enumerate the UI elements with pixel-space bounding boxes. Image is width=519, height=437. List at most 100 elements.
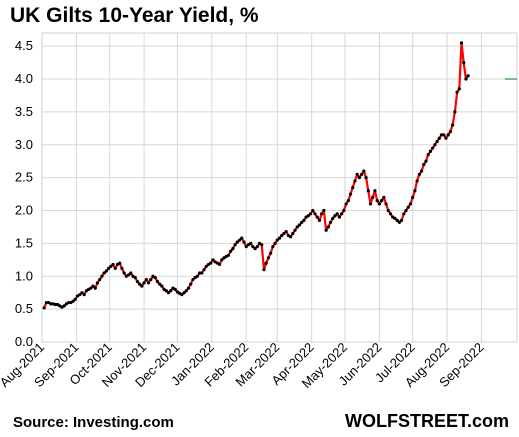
data-point	[189, 282, 193, 286]
data-point	[109, 264, 113, 268]
data-point	[424, 159, 428, 163]
data-point	[229, 249, 233, 253]
data-point	[251, 245, 255, 249]
data-point	[291, 231, 295, 236]
data-point	[155, 279, 160, 284]
data-point	[133, 275, 137, 280]
data-point	[435, 139, 439, 144]
data-point	[426, 153, 430, 157]
data-point	[91, 284, 95, 288]
data-point	[149, 277, 153, 282]
y-tick-label: 2.0	[15, 203, 33, 218]
data-point	[235, 240, 239, 244]
data-point	[100, 274, 104, 278]
data-point	[42, 306, 46, 310]
data-point	[102, 271, 106, 275]
data-point	[446, 133, 450, 137]
data-point	[249, 241, 253, 245]
data-point	[78, 293, 82, 297]
data-point	[331, 216, 335, 220]
data-point	[342, 208, 346, 213]
data-point	[49, 302, 53, 306]
data-point	[129, 271, 133, 275]
data-point	[415, 179, 419, 183]
data-point	[348, 192, 353, 196]
data-point	[448, 130, 453, 134]
y-tick-label: 0.0	[15, 334, 33, 349]
data-point	[80, 291, 84, 295]
data-point	[388, 212, 393, 216]
data-point	[104, 269, 108, 273]
data-point	[113, 266, 117, 270]
data-point	[413, 189, 417, 193]
data-point	[282, 231, 286, 236]
y-tick-label: 3.5	[15, 104, 33, 119]
data-point	[295, 225, 299, 229]
data-point	[402, 212, 406, 216]
data-point	[204, 264, 208, 268]
data-point	[399, 218, 404, 222]
data-point	[240, 236, 244, 240]
data-point	[308, 212, 313, 216]
data-point	[135, 279, 140, 284]
data-point	[375, 199, 379, 203]
data-point	[173, 287, 177, 292]
data-point	[242, 240, 246, 244]
data-point	[169, 289, 173, 293]
data-point	[297, 223, 302, 227]
data-point	[344, 202, 348, 206]
y-tick-label: 4.5	[15, 38, 33, 53]
data-point	[126, 273, 131, 277]
data-point	[333, 214, 337, 218]
data-point	[93, 286, 97, 290]
data-point	[266, 256, 271, 260]
data-point	[164, 289, 168, 293]
data-point	[244, 245, 248, 249]
data-point	[202, 268, 206, 272]
data-point	[302, 218, 306, 222]
y-tick-label: 1.5	[15, 235, 33, 250]
data-point	[466, 74, 470, 78]
data-point	[411, 195, 415, 199]
data-point	[182, 291, 186, 295]
data-point	[419, 169, 424, 173]
chart-title: UK Gilts 10-Year Yield, %	[10, 4, 259, 27]
data-point	[160, 284, 164, 288]
data-point	[362, 169, 366, 173]
data-point	[428, 149, 433, 153]
plot-frame	[41, 32, 518, 343]
data-point	[138, 282, 142, 286]
y-tick-label: 3.0	[15, 137, 33, 152]
data-point	[98, 277, 102, 282]
data-point	[417, 172, 421, 176]
data-point	[211, 258, 215, 262]
data-point	[404, 208, 408, 213]
data-point	[153, 275, 157, 280]
data-point	[106, 266, 111, 270]
data-point	[386, 208, 390, 213]
y-axis: 0.0 0.5 1.0 1.5 2.0 2.5 3.0 3.5 4.0 4.5	[15, 38, 33, 349]
data-point	[437, 136, 441, 140]
x-axis: Aug-2021Sep-2021Oct-2021Nov-2021Dec-2021…	[0, 340, 487, 391]
data-point	[82, 293, 86, 297]
data-point	[67, 300, 71, 305]
data-point	[444, 136, 448, 140]
data-point	[158, 282, 162, 286]
data-point	[275, 238, 279, 242]
data-point	[364, 176, 368, 180]
y-tick-label: 1.0	[15, 268, 33, 283]
data-point	[453, 110, 457, 114]
data-point	[442, 133, 446, 137]
data-point	[118, 261, 122, 265]
data-point	[384, 202, 388, 206]
data-point	[120, 266, 124, 270]
data-point	[237, 238, 242, 242]
data-point	[277, 236, 282, 240]
data-point	[233, 243, 237, 247]
data-point	[253, 247, 257, 251]
data-point	[260, 243, 264, 247]
data-point	[62, 304, 66, 308]
data-point	[368, 202, 373, 206]
data-point	[451, 123, 455, 127]
